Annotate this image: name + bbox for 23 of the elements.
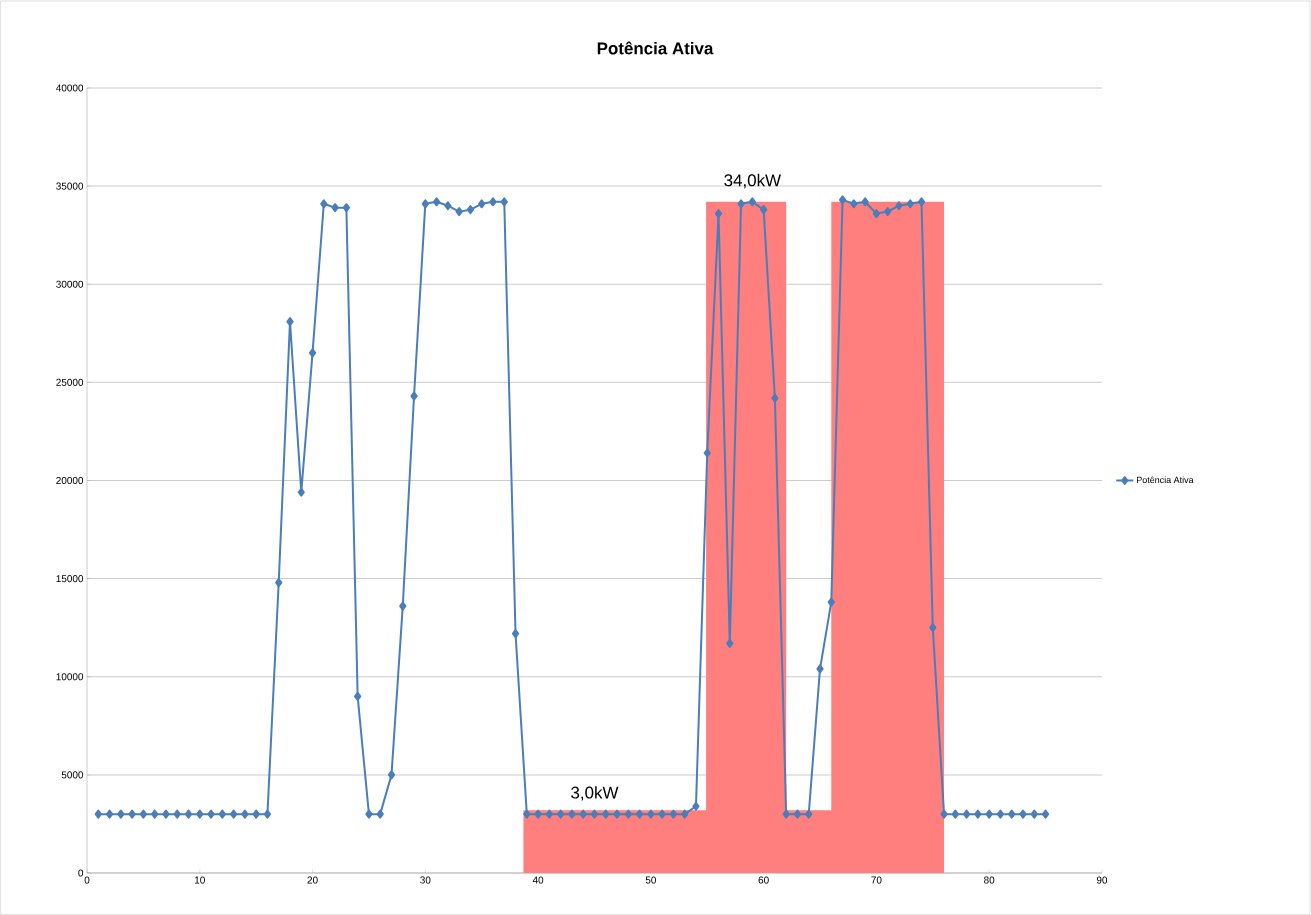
y-tick-label: 15000 (56, 575, 84, 583)
x-tick-label: 90 (1096, 876, 1108, 884)
y-tick-label: 5000 (61, 771, 84, 779)
x-tick-label: 10 (195, 876, 205, 884)
x-tick-label: 40 (532, 876, 544, 884)
chart-title: Potência Ativa (597, 41, 714, 55)
x-tick-label: 20 (307, 876, 318, 884)
x-tick-label: 60 (758, 876, 769, 884)
y-tick-label: 20000 (56, 476, 84, 485)
y-tick-label: 30000 (56, 280, 84, 288)
x-tick-label: 80 (984, 876, 995, 884)
y-tick-label: 10000 (56, 673, 84, 681)
y-tick-label: 35000 (56, 182, 84, 190)
x-tick-label: 70 (871, 876, 882, 884)
y-tick-label: 25000 (56, 378, 84, 386)
legend-label: Potência Ativa (1137, 476, 1194, 484)
x-tick-label: 50 (645, 876, 657, 884)
y-tick-label: 40000 (56, 84, 84, 92)
y-tick-label: 0 (78, 869, 84, 877)
annotation: 34,0kW (724, 173, 781, 189)
x-tick-label: 30 (420, 876, 431, 884)
annotation: 3,0kW (571, 786, 619, 801)
x-tick-label: 0 (84, 876, 90, 884)
